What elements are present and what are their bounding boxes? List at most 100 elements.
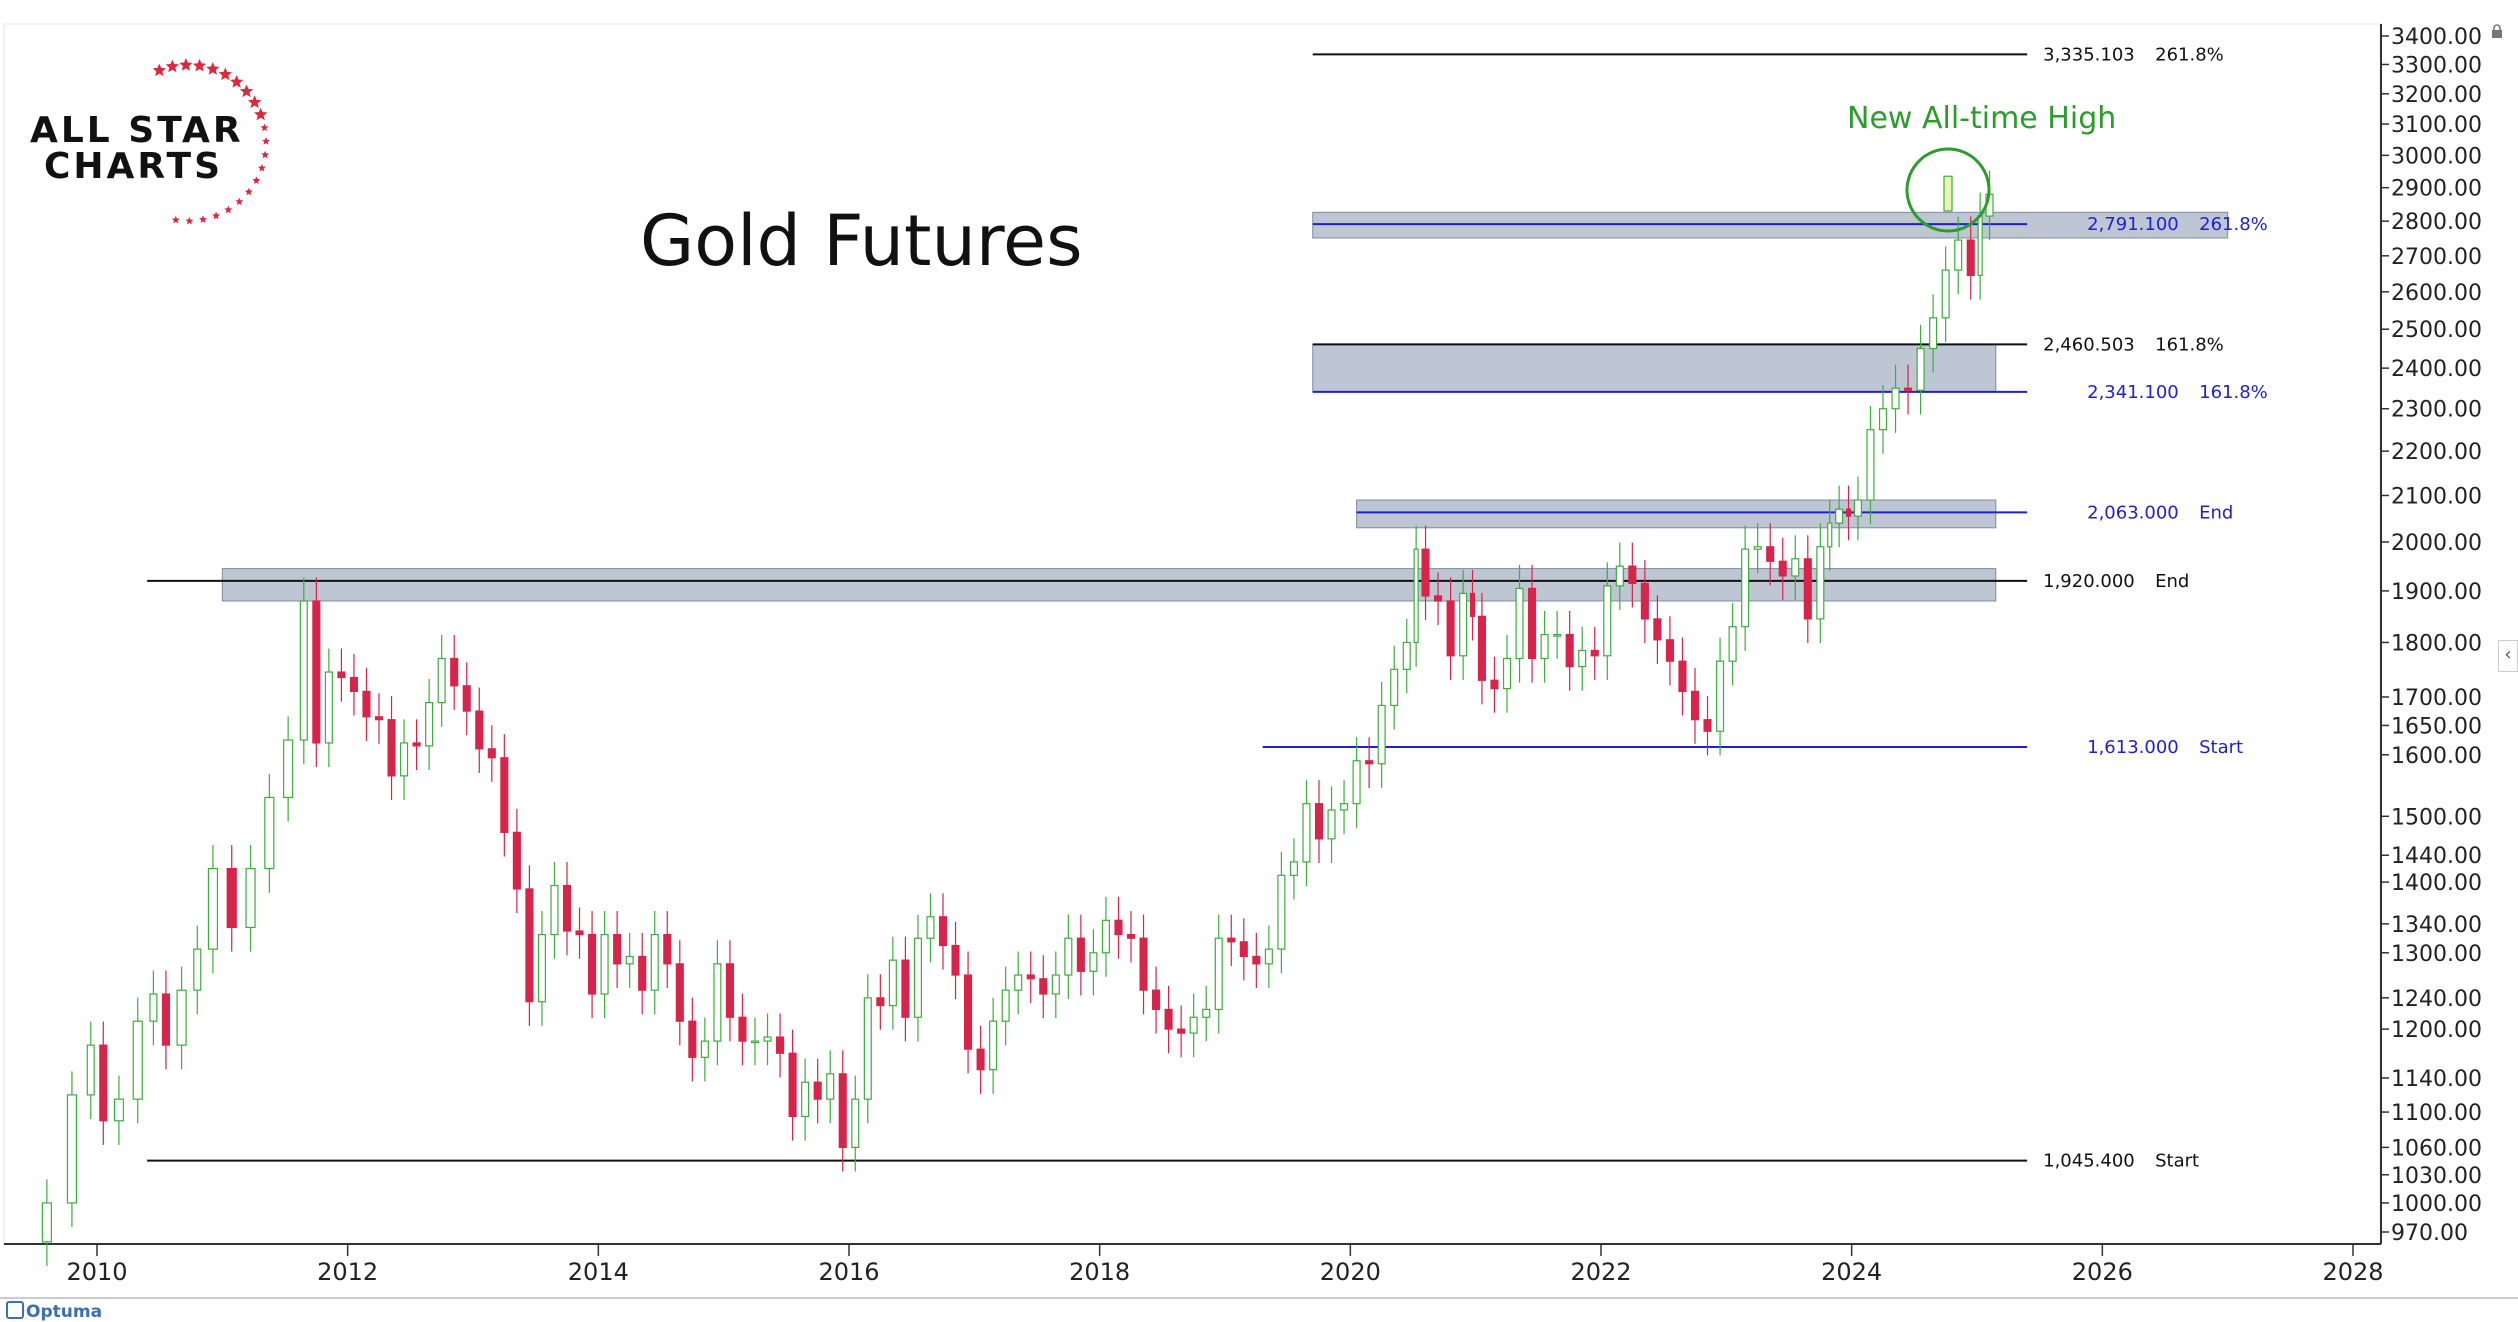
candle-body: [283, 739, 294, 799]
candle-body: [193, 948, 202, 991]
candle-body: [1553, 633, 1562, 637]
candle-body: [1446, 600, 1455, 657]
candle-body: [575, 930, 584, 936]
candle-body: [99, 1044, 108, 1122]
y-tick-label: 2900.00: [2391, 177, 2482, 202]
lock-icon[interactable]: [2490, 24, 2504, 38]
y-tick-label: 1800.00: [2391, 631, 2482, 656]
logo-star-icon: [206, 62, 220, 75]
x-tick-label: 2026: [2072, 1258, 2133, 1286]
candle-body: [1152, 989, 1161, 1011]
logo-star-icon: [199, 215, 207, 223]
candle-body: [838, 1073, 847, 1148]
candle-body: [487, 748, 496, 759]
logo-star-icon: [218, 67, 232, 81]
y-tick-label: 1400.00: [2391, 871, 2482, 896]
y-tick-label: 3000.00: [2391, 144, 2482, 169]
candle-body: [1089, 952, 1098, 972]
candle-body: [537, 934, 546, 1003]
candle-body: [588, 934, 597, 995]
collapse-panel-button[interactable]: ‹: [2498, 640, 2518, 672]
candle-body: [1653, 618, 1662, 641]
y-tick-label: 1600.00: [2391, 744, 2482, 769]
y-tick-label: 1900.00: [2391, 580, 2482, 605]
candle-body: [1164, 1008, 1173, 1030]
candle-body: [888, 959, 897, 1007]
candle-body: [1835, 508, 1844, 524]
level-value-label: 3,335.103: [2043, 44, 2135, 65]
candle-body: [700, 1040, 709, 1058]
candle-body: [1665, 639, 1674, 662]
candle-body: [337, 671, 346, 679]
candle-body: [299, 600, 308, 741]
y-tick-label: 1140.00: [2391, 1067, 2482, 1092]
candle-body: [245, 867, 256, 929]
candle-body: [1954, 239, 1963, 271]
y-tick-label: 1700.00: [2391, 686, 2482, 711]
candle-body: [1578, 649, 1587, 668]
y-axis: 3400.00 3300.00 3200.00 3100.00 3000.00 2900.…: [2381, 25, 2482, 1246]
x-tick-label: 2022: [1570, 1258, 1631, 1286]
candle-body: [207, 867, 219, 950]
logo-star-icon: [262, 137, 270, 145]
logo-star-icon: [247, 95, 262, 109]
logo-line-1: ALL STAR: [30, 110, 244, 151]
y-tick-label: 2300.00: [2391, 398, 2482, 423]
candle-body: [725, 963, 734, 1018]
candle-body: [226, 867, 237, 929]
logo-star-icon: [152, 63, 166, 77]
x-tick-label: 2014: [568, 1258, 629, 1286]
candle-body: [1264, 948, 1273, 965]
level-tag-label: 161.8%: [2155, 334, 2224, 355]
candle-body: [1039, 978, 1048, 995]
candle-body: [1227, 937, 1236, 943]
candle-body: [1891, 387, 1900, 410]
level-value-label: 2,791.100: [2087, 214, 2179, 235]
candle-body: [1803, 558, 1812, 620]
y-tick-label: 1060.00: [2391, 1136, 2482, 1161]
candle-body: [1352, 760, 1361, 805]
candle-body: [1791, 558, 1800, 577]
level-tag-label: 261.8%: [2199, 214, 2268, 235]
candle-body: [1515, 587, 1524, 660]
candle-body: [1365, 760, 1374, 765]
candle-body: [1126, 934, 1136, 939]
candle-body: [1421, 548, 1430, 597]
candle-body: [113, 1098, 125, 1122]
level-tag-label: Start: [2155, 1151, 2199, 1172]
x-tick-label: 2018: [1069, 1258, 1130, 1286]
candle-body: [1603, 585, 1612, 657]
candle-body: [1615, 565, 1624, 587]
resistance-zone: [221, 568, 1997, 602]
candle-body: [1289, 861, 1298, 876]
y-tick-label: 3200.00: [2391, 83, 2482, 108]
candle-body: [1459, 592, 1468, 657]
y-tick-label: 1500.00: [2391, 805, 2482, 830]
candle-body: [901, 959, 910, 1018]
candle-body: [1434, 595, 1443, 602]
candle-body: [600, 934, 609, 995]
x-tick-label: 2010: [66, 1258, 127, 1286]
optuma-icon: [6, 1301, 24, 1319]
candle-body: [264, 796, 275, 870]
ath-annotation: New All-time High: [1847, 101, 2117, 136]
candle-body: [1202, 1008, 1211, 1018]
candle-body: [750, 1040, 760, 1044]
candle-body: [801, 1081, 810, 1118]
candle-body: [1565, 633, 1574, 668]
resistance-zone: [1312, 343, 1997, 393]
candle-body: [1728, 626, 1737, 662]
candle-body: [1189, 1016, 1198, 1034]
candle-body: [1314, 803, 1324, 840]
candle-body: [1590, 649, 1599, 657]
candle-body: [713, 963, 722, 1042]
logo-star-icon: [261, 150, 270, 159]
logo-star-icon: [260, 123, 269, 132]
candle-body: [400, 742, 409, 777]
y-tick-label: 2000.00: [2391, 531, 2482, 556]
level-value-label: 1,045.400: [2043, 1151, 2135, 1172]
candle-body: [625, 955, 634, 965]
logo-star-icon: [252, 176, 261, 184]
level-value-label: 1,613.000: [2087, 737, 2179, 758]
